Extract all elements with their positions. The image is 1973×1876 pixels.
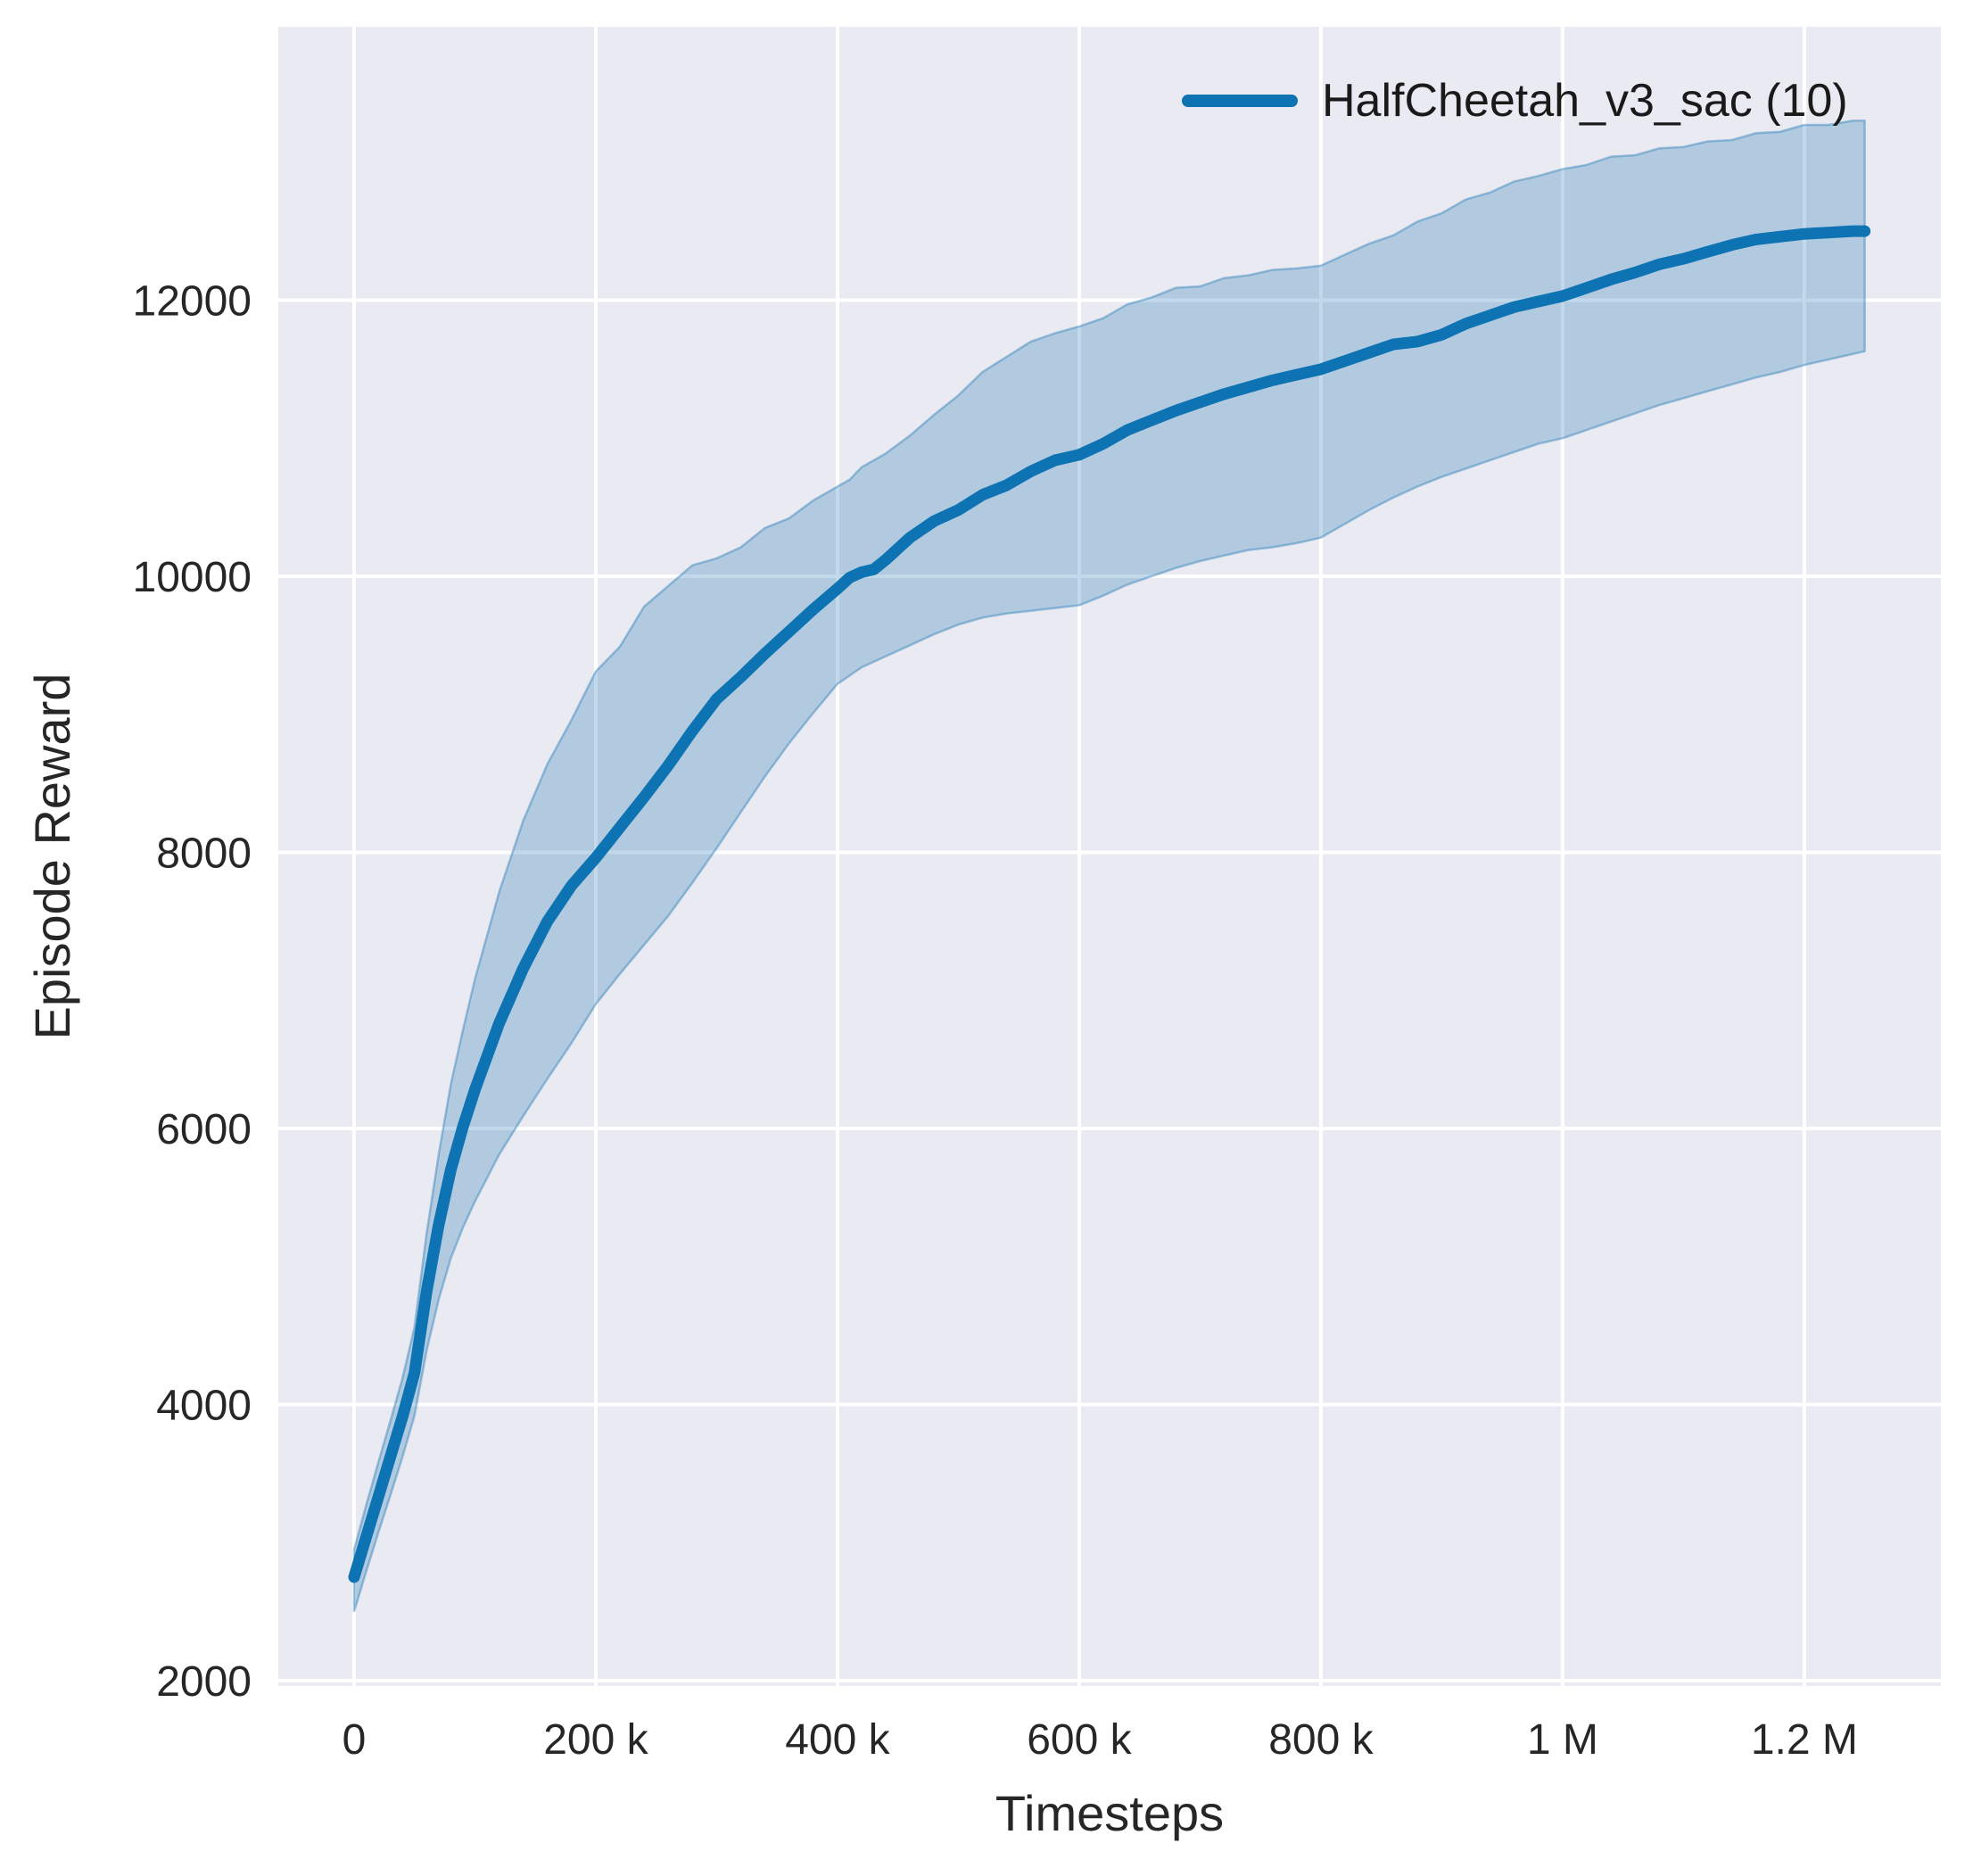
y-tick-label: 6000 xyxy=(156,1106,252,1153)
y-tick-label: 2000 xyxy=(156,1658,252,1706)
plot-layer xyxy=(278,27,1941,1686)
x-tick-label: 200 k xyxy=(543,1716,648,1764)
x-tick-label: 400 k xyxy=(785,1716,890,1764)
confidence-band xyxy=(352,120,1866,1612)
tick-layer: 0 200 k 400 k 600 k 800 k 1 M 1.2 M 2000 4000 600… xyxy=(133,278,1858,1764)
y-axis-label: Episode Reward xyxy=(24,674,80,1040)
y-tick-label: 10000 xyxy=(133,554,252,601)
x-axis-label: Timesteps xyxy=(995,1785,1224,1841)
mean-line xyxy=(348,225,1871,1583)
y-tick-label: 4000 xyxy=(156,1383,252,1430)
x-tick-label: 0 xyxy=(343,1716,367,1764)
legend: HalfCheetah_v3_sac (10) xyxy=(1182,75,1848,127)
plot-area xyxy=(278,27,1941,1686)
x-tick-label: 800 k xyxy=(1268,1716,1374,1764)
x-tick-label: 1.2 M xyxy=(1751,1716,1858,1764)
x-tick-label: 600 k xyxy=(1027,1716,1132,1764)
y-tick-label: 8000 xyxy=(156,831,252,878)
legend-label: HalfCheetah_v3_sac (10) xyxy=(1322,75,1848,127)
y-tick-label: 12000 xyxy=(133,278,252,326)
x-tick-label: 1 M xyxy=(1527,1716,1598,1764)
